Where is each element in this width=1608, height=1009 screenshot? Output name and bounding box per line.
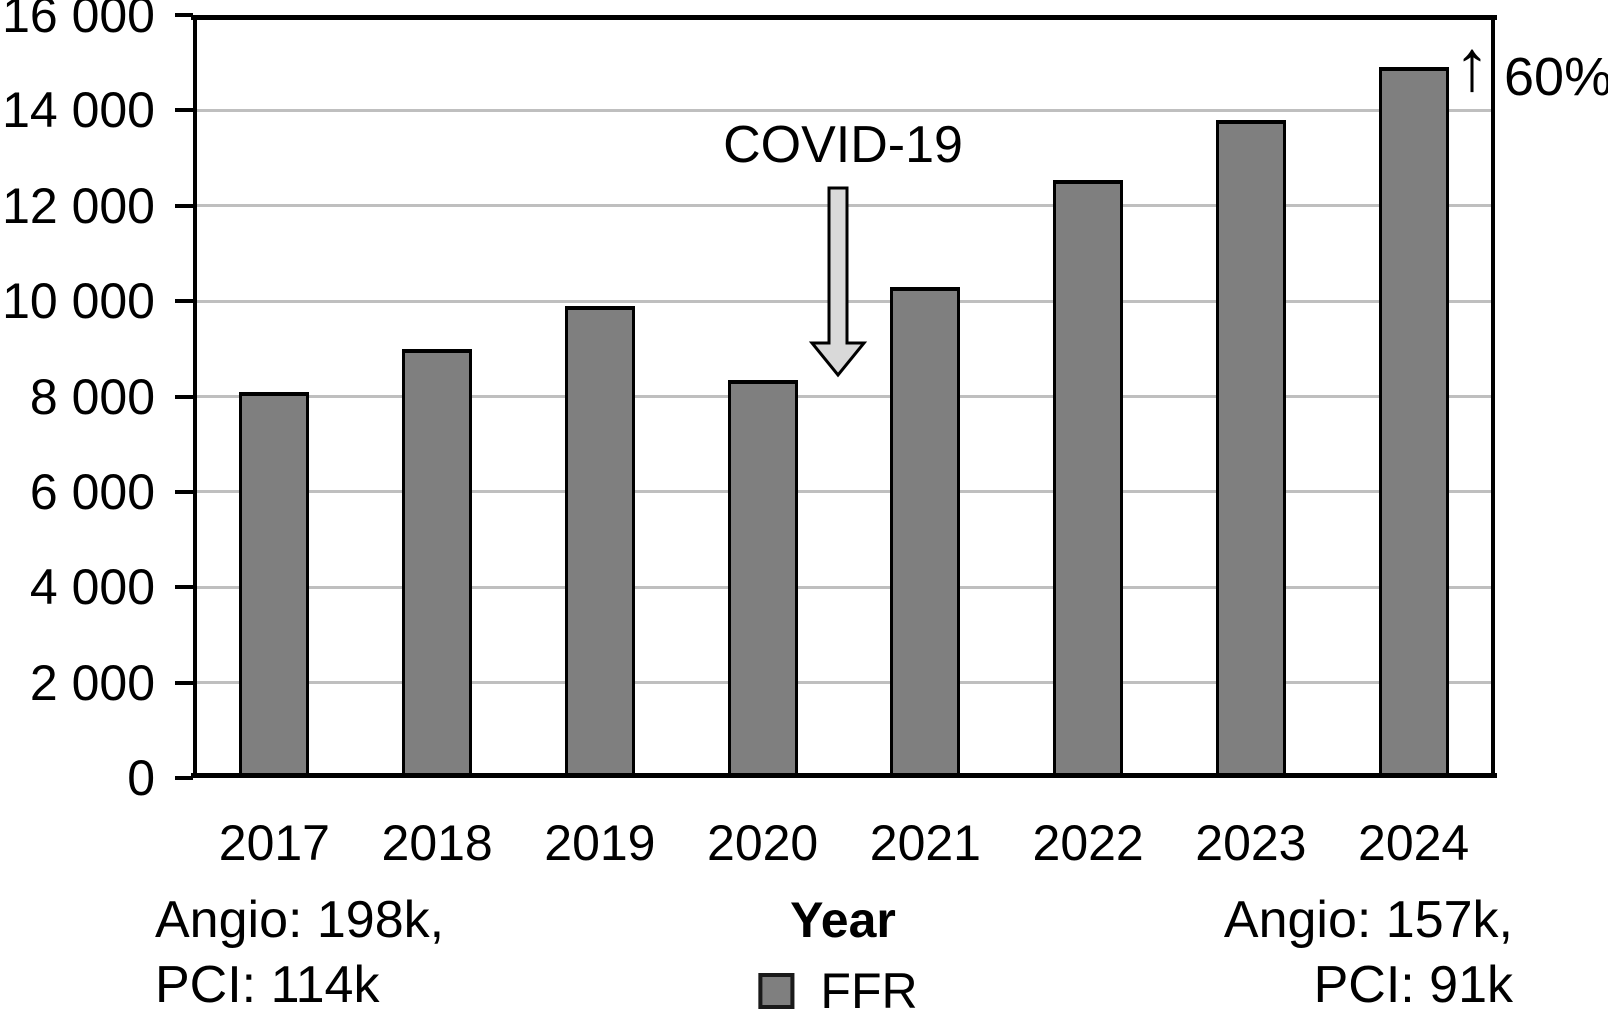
- y-tick-label-14000: 14 000: [2, 82, 155, 139]
- x-tick-label-2020: 2020: [707, 815, 819, 871]
- y-tick-label-0: 0: [127, 750, 155, 806]
- y-tick-label-10000: 10 000: [2, 273, 155, 330]
- y-axis-line: [193, 15, 197, 778]
- y-tick-label-2000: 2 000: [29, 654, 155, 711]
- bar-2017: [239, 391, 310, 778]
- x-axis-title: Year: [790, 892, 896, 948]
- y-tick-16000: [175, 13, 193, 17]
- y-tick-label-6000: 6 000: [29, 463, 155, 520]
- plot-area: [191, 15, 1497, 778]
- y-tick-label-4000: 4 000: [29, 559, 155, 616]
- gridline-10000: [193, 299, 1495, 303]
- gridline-4000: [193, 585, 1495, 589]
- y-tick-label-12000: 12 000: [2, 177, 155, 234]
- bar-2022: [1053, 179, 1124, 778]
- gridline-8000: [193, 395, 1495, 398]
- bar-2020: [727, 379, 798, 778]
- footnote-2017: Angio: 198k, PCI: 114k: [155, 888, 444, 1009]
- footnote-2024: Angio: 157k, PCI: 91k: [1224, 888, 1513, 1009]
- x-tick-label-2021: 2021: [869, 815, 981, 871]
- legend-label-ffr: FFR: [820, 963, 918, 1009]
- y-tick-label-8000: 8 000: [29, 368, 155, 425]
- y-tick-4000: [175, 585, 193, 590]
- up-arrow-icon: ↑: [1454, 26, 1490, 106]
- y-tick-8000: [175, 394, 193, 399]
- y-tick-2000: [175, 680, 193, 685]
- gridline-2000: [193, 681, 1495, 685]
- gridline-14000: [193, 108, 1495, 112]
- gridline-12000: [193, 204, 1495, 208]
- x-tick-label-2018: 2018: [381, 815, 493, 871]
- bar-2021: [890, 286, 961, 778]
- footnote-2017-line2: PCI: 114k: [155, 956, 380, 1009]
- y-tick-12000: [175, 203, 193, 208]
- plot-border-right: [1491, 15, 1495, 778]
- y-tick-6000: [175, 489, 193, 494]
- x-tick-label-2022: 2022: [1032, 815, 1144, 871]
- x-tick-label-2024: 2024: [1358, 815, 1470, 871]
- x-tick-label-2017: 2017: [218, 815, 330, 871]
- bar-2023: [1215, 119, 1286, 778]
- footnote-2017-line1: Angio: 198k,: [155, 891, 445, 949]
- x-axis-line: [191, 773, 1497, 778]
- increase-percentage-label: 60%: [1504, 47, 1608, 107]
- footnote-2024-line1: Angio: 157k,: [1223, 891, 1513, 949]
- x-tick-label-2023: 2023: [1195, 815, 1307, 871]
- bar-2018: [402, 348, 473, 778]
- legend-swatch-ffr: [758, 973, 795, 1009]
- plot-border-top: [191, 15, 1497, 20]
- y-tick-14000: [175, 108, 193, 113]
- y-tick-label-16000: 16 000: [2, 0, 155, 43]
- gridline-6000: [193, 490, 1495, 494]
- footnote-2024-line2: PCI: 91k: [1313, 956, 1513, 1009]
- y-tick-10000: [175, 299, 193, 304]
- y-tick-0: [175, 776, 193, 780]
- bar-2019: [564, 305, 635, 778]
- x-tick-label-2019: 2019: [544, 815, 656, 871]
- covid-annotation-label: COVID-19: [723, 116, 963, 174]
- legend: FFR: [758, 963, 918, 1009]
- bar-2024: [1378, 67, 1449, 778]
